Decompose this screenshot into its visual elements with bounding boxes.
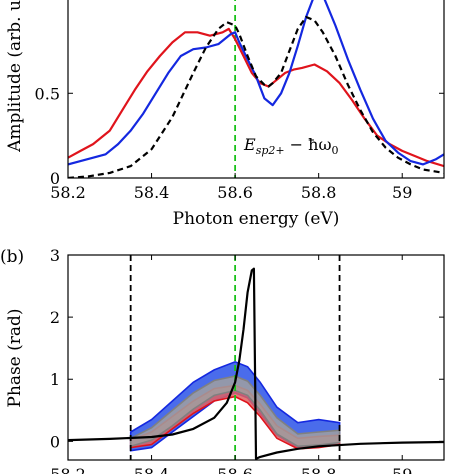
panel-b-y-axis-label: Phase (rad)	[5, 308, 25, 407]
x-tick-label: 58.8	[301, 183, 337, 202]
annotation-subscript: sp2+	[256, 144, 285, 157]
x-tick-label: 59	[392, 183, 412, 202]
annotation-rest: − ħω	[285, 135, 332, 154]
series-line-1	[68, 0, 444, 166]
x-tick-label: 58.6	[217, 465, 253, 474]
panel-a-y-axis-label: Amplitude (arb. u.)	[5, 0, 25, 153]
panel-a: 58.2 58.4 58.6 58.8 59 0 0.5 Photon energy (eV…	[5, 0, 445, 229]
uncertainty-band-2	[129, 375, 341, 448]
x-tick-label: 58.2	[50, 183, 86, 202]
panel-b-plot-area	[68, 255, 444, 460]
panel-a-axes-frame	[67, 0, 445, 179]
y-tick-label: 3	[50, 246, 60, 265]
panel-a-annotation: Esp2+ − ħω0	[243, 135, 339, 157]
x-tick-label: 59	[392, 465, 412, 474]
y-tick-label: 0	[50, 432, 60, 451]
x-tick-label: 58.6	[217, 183, 253, 202]
y-tick-label: 1	[50, 370, 60, 389]
y-tick-label: 2	[50, 308, 60, 327]
y-tick-label: 0	[50, 169, 60, 188]
panel-a-plot-area	[68, 0, 444, 178]
x-tick-label: 58.2	[50, 465, 86, 474]
panel-a-ticks: 58.2 58.4 58.6 58.8 59 0 0.5	[35, 84, 444, 202]
y-tick-label: 0.5	[35, 84, 60, 103]
x-tick-label: 58.4	[134, 183, 170, 202]
x-tick-label: 58.4	[134, 465, 170, 474]
panel-b-label: (b)	[0, 247, 24, 267]
annotation-subscript-2: 0	[332, 144, 339, 157]
panel-a-x-axis-label: Photon energy (eV)	[173, 209, 340, 229]
series-line-0	[68, 267, 444, 460]
x-tick-label: 58.8	[301, 465, 337, 474]
panel-b: 58.2 58.4 58.6 58.8 59 0 1 2 3 Phase (rad) (b)	[0, 246, 445, 474]
series-line-2	[68, 15, 444, 178]
panel-b-ticks: 58.2 58.4 58.6 58.8 59 0 1 2 3	[50, 246, 444, 474]
annotation-main: E	[243, 135, 256, 154]
panel-b-axes-frame	[67, 254, 445, 461]
